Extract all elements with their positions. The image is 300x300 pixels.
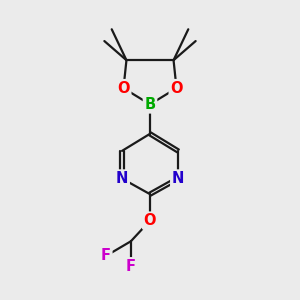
Text: O: O xyxy=(170,81,183,96)
Text: O: O xyxy=(117,81,130,96)
Text: F: F xyxy=(101,248,111,263)
Text: F: F xyxy=(126,259,136,274)
Text: N: N xyxy=(116,171,128,186)
Text: N: N xyxy=(172,171,184,186)
Text: O: O xyxy=(144,213,156,228)
Text: B: B xyxy=(144,97,156,112)
